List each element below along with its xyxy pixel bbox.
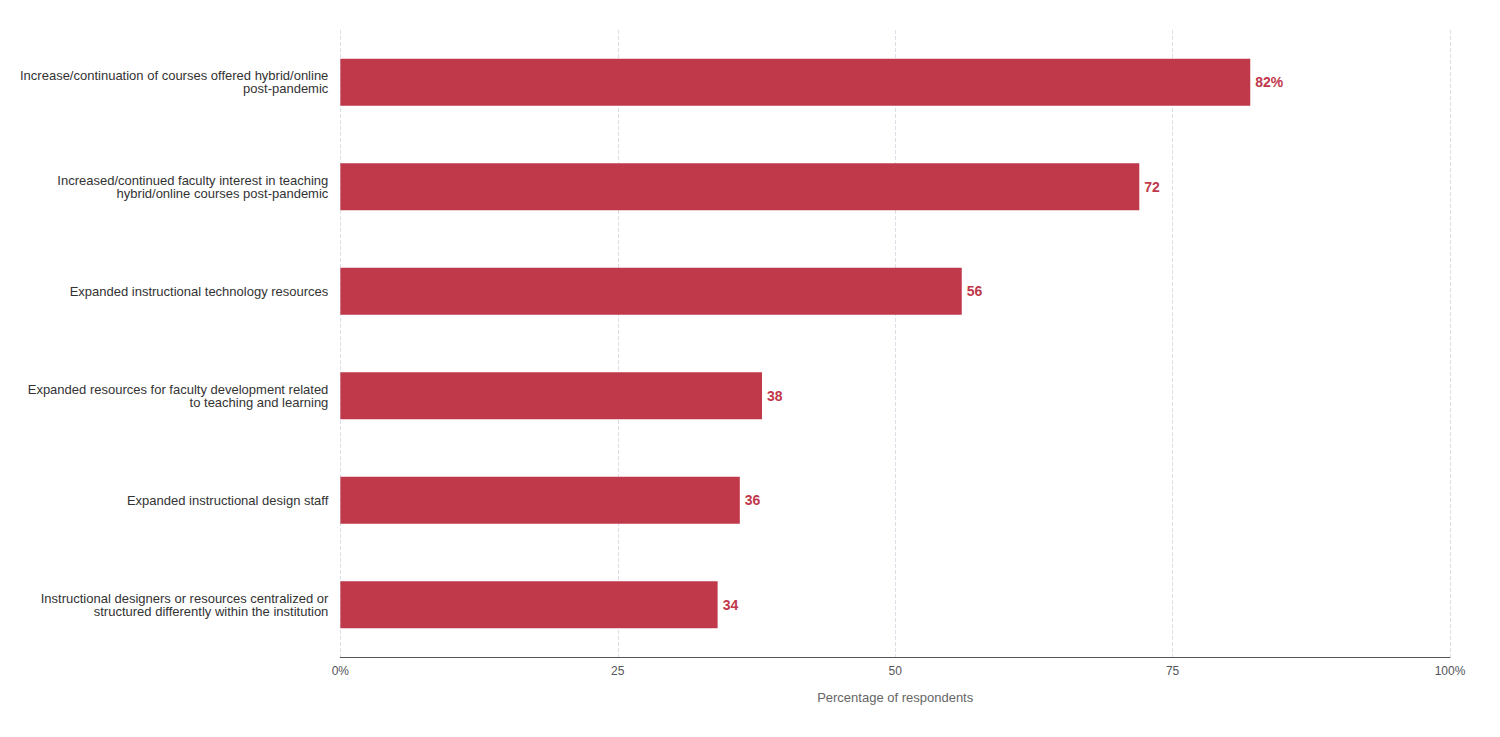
svg-text:0%: 0%	[332, 664, 350, 678]
svg-text:hybrid/online courses post-pan: hybrid/online courses post-pandemic	[117, 186, 329, 201]
svg-text:post-pandemic: post-pandemic	[243, 81, 329, 96]
svg-text:50: 50	[888, 664, 902, 678]
svg-text:Percentage of respondents: Percentage of respondents	[817, 690, 974, 705]
svg-text:36: 36	[745, 492, 761, 508]
svg-text:Expanded instructional design: Expanded instructional design staff	[127, 493, 329, 508]
svg-text:structured differently within: structured differently within the instit…	[94, 604, 329, 619]
svg-text:100%: 100%	[1435, 664, 1466, 678]
svg-text:56: 56	[967, 283, 983, 299]
svg-text:75: 75	[1166, 664, 1180, 678]
svg-text:25: 25	[611, 664, 625, 678]
svg-text:72: 72	[1144, 179, 1160, 195]
svg-text:82%: 82%	[1255, 74, 1284, 90]
svg-text:Expanded instructional technol: Expanded instructional technology resour…	[70, 284, 329, 299]
svg-text:Increase/continuation of cours: Increase/continuation of courses offered…	[20, 68, 329, 84]
svg-text:38: 38	[767, 388, 783, 404]
svg-text:Instructional designers or res: Instructional designers or resources cen…	[40, 590, 329, 606]
svg-text:34: 34	[723, 597, 739, 613]
svg-text:Increased/continued faculty in: Increased/continued faculty interest in …	[57, 172, 329, 188]
svg-text:to teaching and learning: to teaching and learning	[190, 395, 329, 410]
svg-text:Expanded resources for faculty: Expanded resources for faculty developme…	[27, 381, 329, 397]
